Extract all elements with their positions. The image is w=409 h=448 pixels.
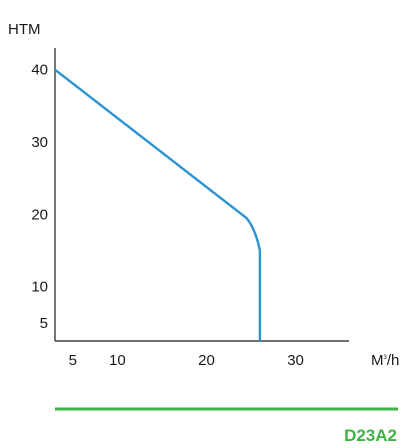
y-tick-label: 40 xyxy=(31,62,48,79)
y-tick-label: 30 xyxy=(31,134,48,151)
x-axis-label-main: M xyxy=(371,352,384,369)
x-axis-label-superscript: 3 xyxy=(384,355,388,361)
y-axis-label: HTM xyxy=(8,21,41,38)
x-axis-label-suffix: /h xyxy=(387,352,400,369)
x-tick-label: 20 xyxy=(198,352,215,369)
x-tick-label: 30 xyxy=(287,352,304,369)
y-tick-label: 10 xyxy=(31,279,48,296)
y-tick-label: 20 xyxy=(31,206,48,223)
y-tick-label: 5 xyxy=(40,315,48,332)
x-tick-label: 5 xyxy=(69,352,77,369)
model-code-label: D23A2 xyxy=(344,426,397,445)
x-tick-labels: 5 10 20 30 xyxy=(69,352,304,369)
y-tick-labels: 5 10 20 30 40 xyxy=(31,62,48,332)
performance-curve-line xyxy=(54,68,262,341)
x-axis-label: M3/h xyxy=(371,352,399,369)
x-tick-label: 10 xyxy=(109,352,126,369)
